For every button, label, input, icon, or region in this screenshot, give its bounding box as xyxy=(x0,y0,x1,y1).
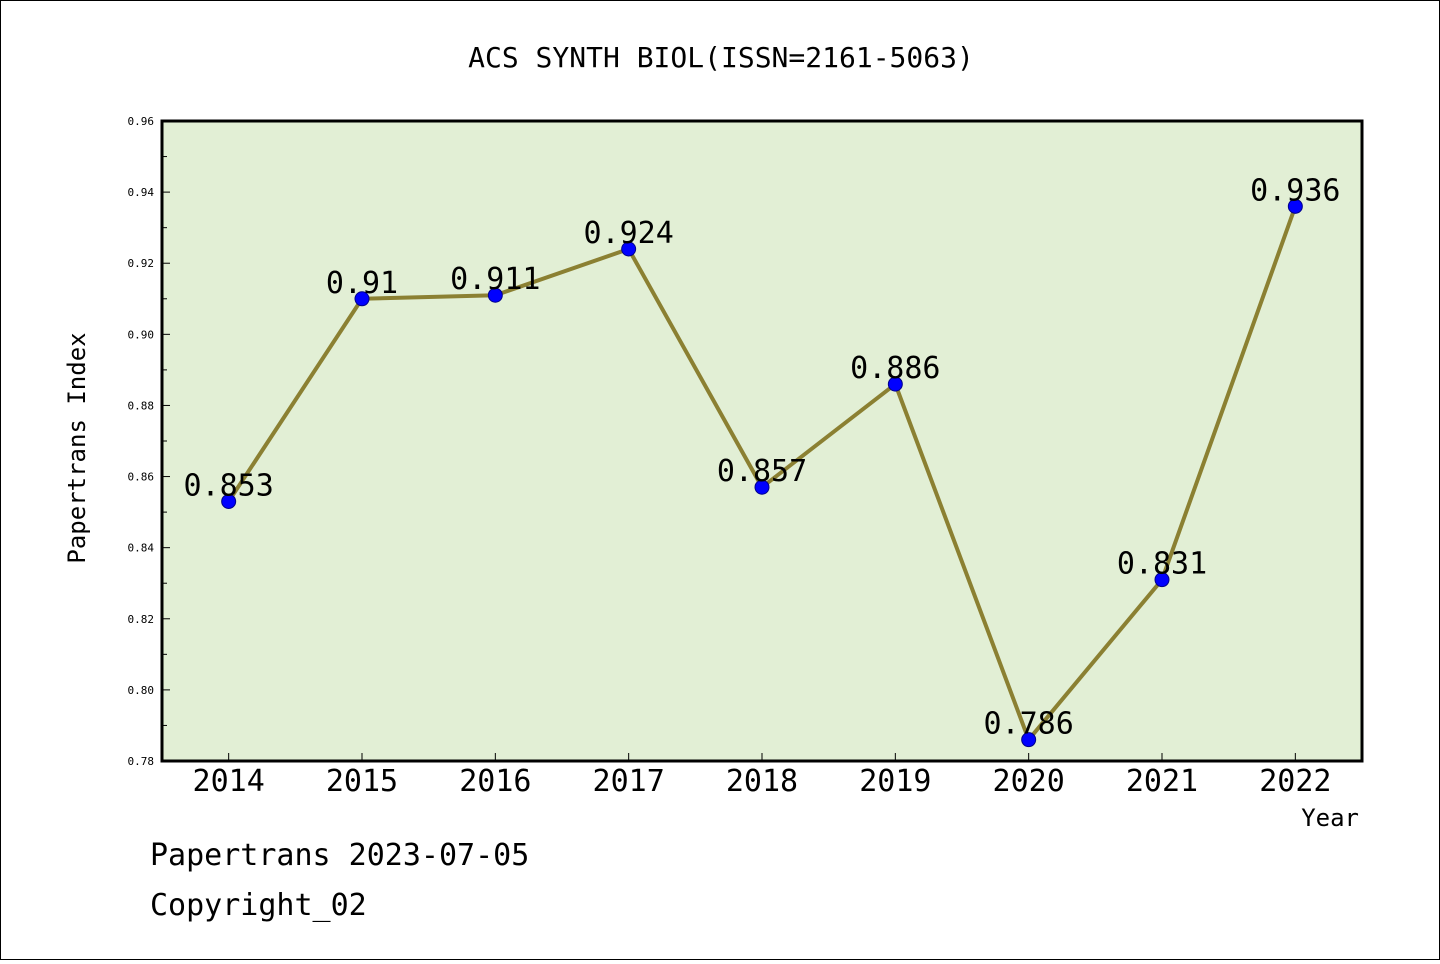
y-tick-label: 0.92 xyxy=(128,257,155,270)
data-point xyxy=(754,479,770,495)
plot-area xyxy=(160,119,1364,763)
x-tick-label: 2014 xyxy=(193,764,265,799)
x-tick-label: 2018 xyxy=(726,764,798,799)
data-points xyxy=(221,198,1303,748)
data-label: 0.831 xyxy=(1117,547,1207,582)
x-axis-label: Year xyxy=(1301,804,1359,832)
x-tick-label: 2019 xyxy=(859,764,931,799)
x-tick-label: 2020 xyxy=(993,764,1065,799)
chart-title: ACS SYNTH BIOL(ISSN=2161-5063) xyxy=(468,41,974,74)
y-tick-label: 0.82 xyxy=(128,613,155,626)
y-tick-label: 0.80 xyxy=(128,684,155,697)
x-tick-label: 2015 xyxy=(326,764,398,799)
data-point xyxy=(1287,198,1303,214)
y-tick-label: 0.84 xyxy=(128,542,155,555)
y-tick-label: 0.94 xyxy=(128,186,155,199)
data-label: 0.911 xyxy=(450,262,540,297)
data-label: 0.91 xyxy=(326,266,398,301)
data-point xyxy=(621,241,637,257)
y-axis-ticks: 0.78 0.80 0.82 0.84 0.86 0.88 0.90 0.92 0.94 0.96 xyxy=(128,115,170,768)
data-point xyxy=(1154,572,1170,588)
y-tick-label: 0.86 xyxy=(128,471,155,484)
x-tick-label: 2016 xyxy=(459,764,531,799)
data-label: 0.786 xyxy=(984,707,1074,742)
footer-copyright: Copyright_02 xyxy=(150,888,367,923)
y-axis-label: Papertrans Index xyxy=(63,332,91,563)
data-label: 0.924 xyxy=(584,216,674,251)
y-tick-label: 0.78 xyxy=(128,755,155,768)
x-tick-label: 2022 xyxy=(1259,764,1331,799)
y-tick-label: 0.88 xyxy=(128,399,155,412)
data-point xyxy=(887,376,903,392)
data-point xyxy=(487,287,503,303)
x-tick-label: 2017 xyxy=(593,764,665,799)
data-labels: 0.853 0.91 0.911 0.924 0.857 0.886 0.786 0.831 0… xyxy=(184,173,1341,741)
data-point xyxy=(1021,732,1037,748)
data-point xyxy=(221,493,237,509)
y-tick-label: 0.90 xyxy=(128,328,155,341)
x-axis-ticks: 2014 2015 2016 2017 2018 2019 2020 2021 2022 xyxy=(193,753,1331,799)
data-label: 0.857 xyxy=(717,454,807,489)
data-label: 0.886 xyxy=(850,351,940,386)
data-label: 0.936 xyxy=(1250,173,1340,208)
x-tick-label: 2021 xyxy=(1126,764,1198,799)
data-point xyxy=(354,291,370,307)
data-label: 0.853 xyxy=(184,468,274,503)
footer-date-stamp: Papertrans 2023-07-05 xyxy=(150,838,529,873)
y-tick-label: 0.96 xyxy=(128,115,155,128)
